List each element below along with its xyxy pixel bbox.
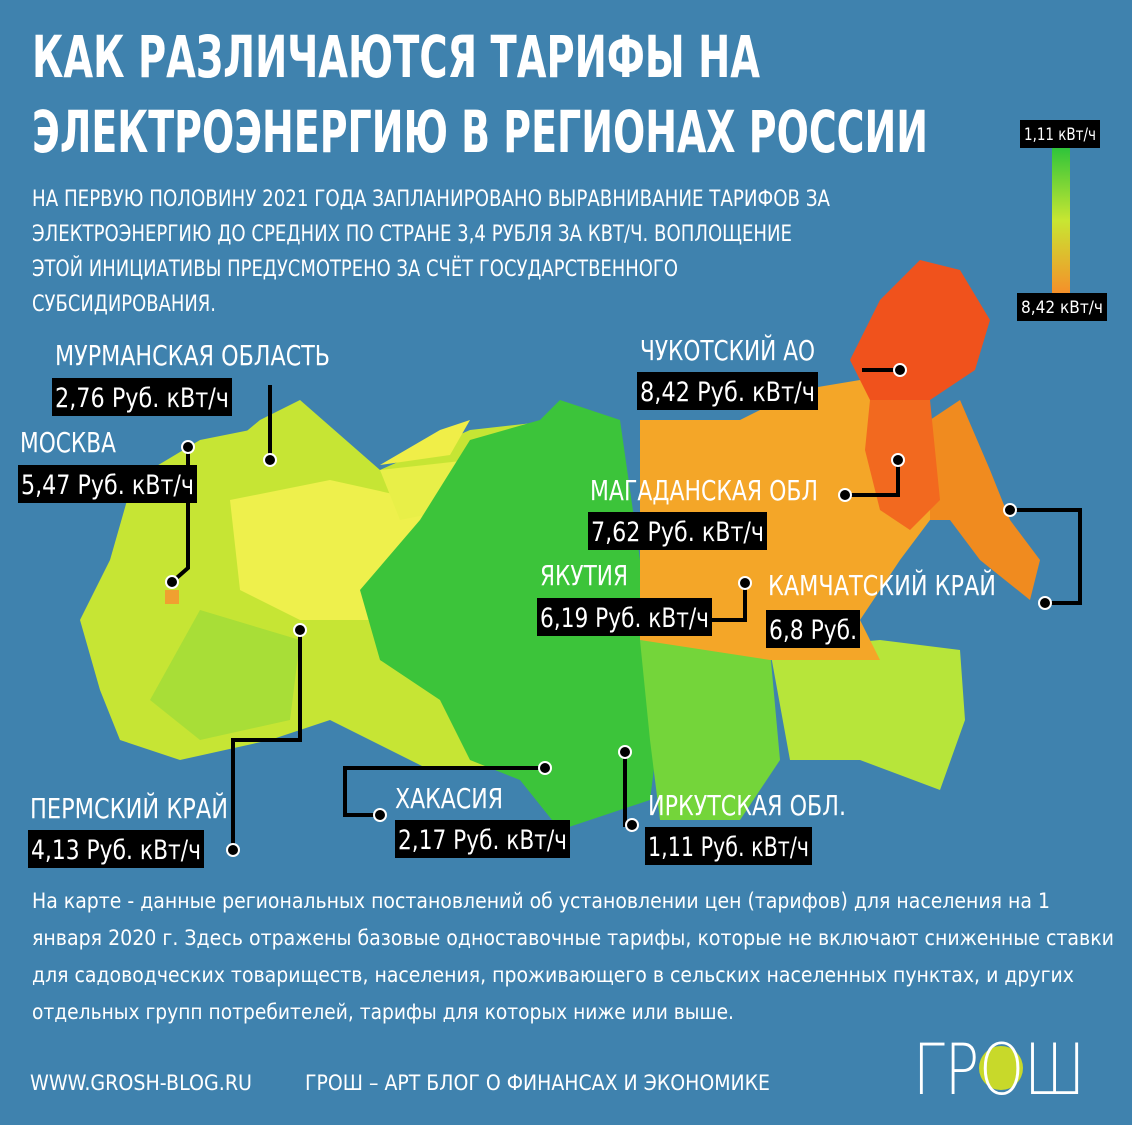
- region-name: ЯКУТИЯ: [540, 559, 628, 592]
- footnote: января 2020 г. Здесь отражены базовые од…: [32, 926, 1114, 950]
- logo-circle: [979, 1046, 1023, 1090]
- legend-bar: [1052, 148, 1070, 293]
- map: [80, 260, 1040, 830]
- dot: [538, 761, 552, 775]
- tariff-box: [395, 820, 570, 858]
- dot: [165, 575, 179, 589]
- region-tariff: 1,11 Руб. кВт/ч: [648, 832, 809, 863]
- region-name: МАГАДАНСКАЯ ОБЛ: [590, 474, 818, 507]
- tariff-box: [637, 372, 818, 410]
- region-tariff: 6,19 Руб. кВт/ч: [540, 603, 709, 634]
- leader-line: [343, 766, 545, 817]
- dot: [838, 488, 852, 502]
- region-tariff: 8,42 Руб. кВт/ч: [640, 377, 815, 408]
- dot: [373, 808, 387, 822]
- legend-box: [1017, 293, 1107, 321]
- region-tariff: 6,8 Руб.: [769, 615, 857, 646]
- logo: ГРОШ: [913, 1029, 1085, 1111]
- region-tariff: 4,13 Руб. кВт/ч: [31, 835, 201, 866]
- region-name: ЧУКОТСКИЙ АО: [640, 333, 815, 367]
- region-name: ХАКАСИЯ: [395, 782, 503, 815]
- region-name: МОСКВА: [20, 426, 116, 459]
- title: КАК РАЗЛИЧАЮТСЯ ТАРИФЫ НА: [32, 23, 760, 91]
- dot: [893, 363, 907, 377]
- footer-tagline: ГРОШ – АРТ БЛОГ О ФИНАНСАХ И ЭКОНОМИКЕ: [305, 1071, 770, 1095]
- tariff-box: [18, 465, 197, 503]
- dot: [891, 453, 905, 467]
- footnote: для садоводческих товариществ, населения…: [32, 963, 1074, 987]
- region-name: МУРМАНСКАЯ ОБЛАСТЬ: [55, 339, 330, 372]
- leader-line: [231, 630, 302, 850]
- dot: [226, 843, 240, 857]
- dot: [293, 623, 307, 637]
- tariff-box: [28, 830, 204, 868]
- legend-label: 1,11 кВт/ч: [1024, 125, 1096, 145]
- tariff-box: [645, 827, 812, 865]
- tariff-box: [588, 512, 767, 550]
- tariff-box: [52, 378, 232, 416]
- tariff-box: [766, 610, 860, 648]
- dot: [263, 453, 277, 467]
- dot: [1038, 596, 1052, 610]
- subtitle: НА ПЕРВУЮ ПОЛОВИНУ 2021 ГОДА ЗАПЛАНИРОВА…: [32, 187, 830, 212]
- title: ЭЛЕКТРОЭНЕРГИЮ В РЕГИОНАХ РОССИИ: [32, 98, 928, 166]
- region-name: ПЕРМСКИЙ КРАЙ: [30, 791, 228, 825]
- region-tariff: 2,17 Руб. кВт/ч: [398, 825, 567, 856]
- legend-box: [1020, 120, 1100, 148]
- subtitle: СУБСИДИРОВАНИЯ.: [32, 292, 216, 317]
- footnote: На карте - данные региональных постановл…: [32, 889, 1050, 913]
- region-name: ИРКУТСКАЯ ОБЛ.: [648, 789, 846, 822]
- region-tariff: 5,47 Руб. кВт/ч: [21, 470, 194, 501]
- leader-line: [712, 583, 747, 622]
- dot: [738, 576, 752, 590]
- footer-site: WWW.GROSH-BLOG.RU: [30, 1071, 252, 1095]
- tariff-box: [537, 598, 712, 636]
- legend-label: 8,42 кВт/ч: [1021, 298, 1103, 318]
- leader-line: [845, 460, 900, 497]
- region-tariff: 2,76 Руб. кВт/ч: [55, 383, 229, 414]
- dot: [181, 440, 195, 454]
- region-name: КАМЧАТСКИЙ КРАЙ: [768, 568, 996, 602]
- leader-line: [1010, 508, 1082, 605]
- dot: [1003, 503, 1017, 517]
- region-tariff: 7,62 Руб. кВт/ч: [591, 517, 764, 548]
- dot: [625, 818, 639, 832]
- subtitle: ЭЛЕКТРОЭНЕРГИЮ ДО СРЕДНИХ ПО СТРАНЕ 3,4 …: [32, 222, 792, 247]
- dot: [618, 745, 632, 759]
- subtitle: ЭТОЙ ИНИЦИАТИВЫ ПРЕДУСМОТРЕНО ЗА СЧЁТ ГО…: [32, 256, 678, 282]
- footnote: отдельных групп потребителей, тарифы для…: [32, 1000, 734, 1024]
